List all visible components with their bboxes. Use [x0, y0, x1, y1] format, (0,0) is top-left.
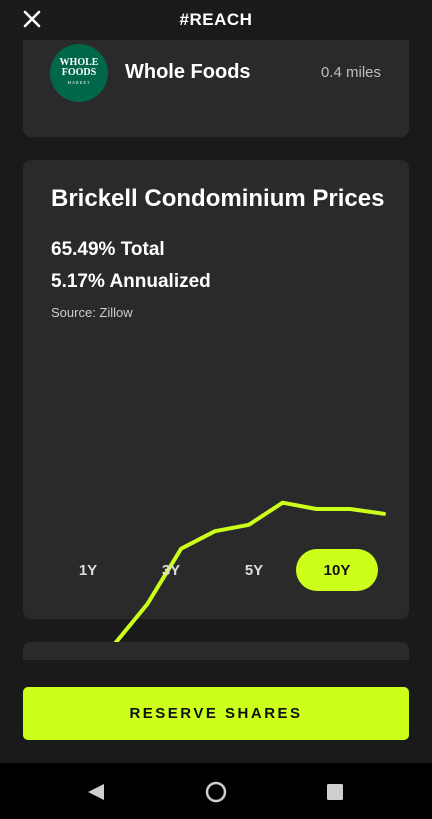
logo-line-1: WHOLE	[59, 57, 99, 68]
total-return: 65.49% Total	[51, 239, 165, 260]
logo-line-3: MARKET	[67, 80, 91, 85]
reserve-shares-button[interactable]: RESERVE SHARES	[23, 687, 409, 740]
range-selector: 1Y 3Y 5Y 10Y	[47, 549, 383, 591]
close-icon[interactable]	[22, 9, 42, 29]
range-button-1y[interactable]: 1Y	[78, 561, 98, 579]
home-icon[interactable]	[205, 781, 227, 803]
logo-line-2: FOODS	[61, 67, 97, 78]
chart-title: Brickell Condominium Prices	[51, 185, 385, 212]
nearby-store-card[interactable]: WHOLE FOODS MARKET Whole Foods 0.4 miles	[23, 40, 409, 137]
recent-apps-icon[interactable]	[326, 783, 344, 801]
range-button-10y[interactable]: 10Y	[296, 549, 378, 591]
store-name: Whole Foods	[125, 61, 251, 83]
range-button-3y[interactable]: 3Y	[161, 561, 181, 579]
store-distance: 0.4 miles	[320, 64, 381, 81]
system-nav-bar	[0, 763, 432, 819]
back-icon[interactable]	[86, 783, 106, 801]
range-button-5y[interactable]: 5Y	[244, 561, 264, 579]
page-title: #REACH	[179, 10, 253, 29]
price-line-chart	[44, 500, 386, 667]
whole-foods-logo: WHOLE FOODS MARKET	[50, 44, 108, 102]
annualized-return: 5.17% Annualized	[51, 271, 211, 292]
top-bar: #REACH	[0, 0, 432, 40]
data-source: Source: Zillow	[51, 305, 133, 320]
price-chart-card: Brickell Condominium Prices 65.49% Total…	[23, 160, 409, 667]
